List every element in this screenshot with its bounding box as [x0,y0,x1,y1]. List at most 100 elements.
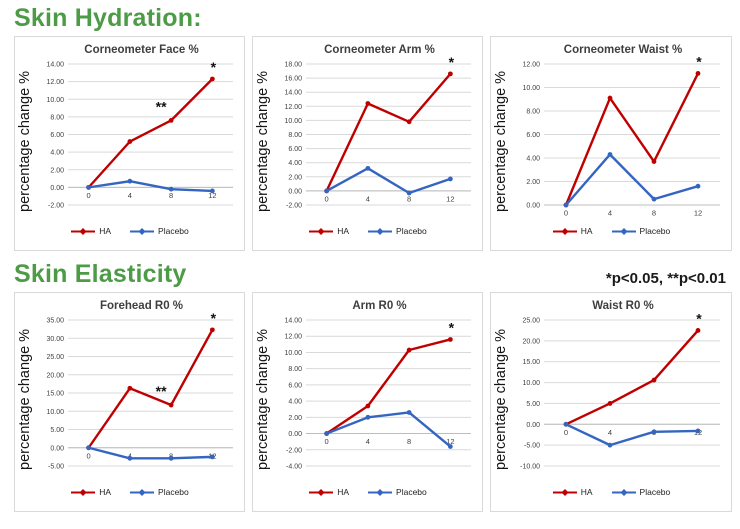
svg-text:0.00: 0.00 [50,185,64,192]
chart-title: Corneometer Arm % [324,44,435,56]
chart-panel-arm-r0: Arm R0 % percentage change % -4.00 -2.00 0… [252,292,483,512]
svg-text:8.00: 8.00 [288,132,302,139]
legend-item-placebo: Placebo [129,226,189,236]
svg-text:10.00: 10.00 [46,409,64,416]
svg-text:10.00: 10.00 [522,85,540,92]
section-heading-skin-hydration: Skin Hydration: [14,4,202,32]
chart-panel-corneometer-waist: Corneometer Waist % percentage change % … [490,36,732,251]
svg-text:12: 12 [446,437,454,446]
chart-plot: -5.00 0.00 5.00 10.00 15.00 20.00 25.00 30.00 35… [46,313,233,471]
y-axis-label: percentage change % [17,70,33,212]
elasticity-headbar: Skin Elasticity *p<0.05, **p<0.01 [14,260,726,289]
svg-text:4: 4 [608,209,612,218]
chart-title: Forehead R0 % [99,300,184,312]
chart-plot: -4.00 -2.00 0.00 2.00 4.00 6.00 8.00 10.00 12.00… [284,318,471,471]
svg-text:12: 12 [446,194,454,203]
svg-text:14.00: 14.00 [46,62,64,69]
legend-marker-icon [368,227,393,235]
legend-marker-icon [611,227,636,235]
svg-text:20.00: 20.00 [522,338,540,345]
legend-label: HA [337,226,350,236]
chart-body: percentage change % -2.00 0.00 2.00 4.00 6.0… [15,57,244,225]
svg-text:*: * [449,319,455,335]
legend-item-ha: HA [70,487,111,497]
svg-text:14.00: 14.00 [284,90,302,97]
svg-text:10.00: 10.00 [522,380,540,387]
svg-text:25.00: 25.00 [522,318,540,325]
svg-text:5.00: 5.00 [50,427,64,434]
legend-label: Placebo [158,226,189,236]
svg-text:12.00: 12.00 [46,79,64,86]
svg-text:4: 4 [366,194,370,203]
svg-text:0.00: 0.00 [288,431,302,438]
svg-text:**: ** [156,383,167,399]
svg-text:35.00: 35.00 [46,318,64,325]
svg-text:-5.00: -5.00 [524,443,540,450]
svg-text:6.00: 6.00 [526,132,540,139]
legend-marker-icon [130,227,155,235]
svg-text:12.00: 12.00 [284,104,302,111]
chart-panel-corneometer-face: Corneometer Face % percentage change % -… [14,36,245,251]
svg-text:4: 4 [366,437,370,446]
svg-text:0.00: 0.00 [526,203,540,210]
legend-label: HA [99,226,112,236]
chart-plot: -2.00 0.00 2.00 4.00 6.00 8.00 10.00 12.00 14.00… [284,57,471,210]
svg-text:8: 8 [407,194,411,203]
svg-text:**: ** [156,98,167,114]
chart-title: Corneometer Face % [84,44,199,56]
svg-text:8: 8 [407,437,411,446]
svg-text:-5.00: -5.00 [48,464,64,471]
svg-text:0: 0 [87,451,91,460]
chart-legend: HA Placebo [253,226,482,236]
chart-body: percentage change % -2.00 0.00 2.00 4.00 6.0… [253,57,482,225]
legend-item-ha: HA [552,226,593,236]
legend-item-placebo: Placebo [129,487,189,497]
legend-item-ha: HA [552,487,593,497]
svg-text:12: 12 [208,191,216,200]
svg-text:*: * [211,59,217,75]
svg-text:-2.00: -2.00 [286,203,302,210]
chart-title: Corneometer Waist % [563,44,683,56]
svg-text:8: 8 [652,209,656,218]
chart-legend: HA Placebo [15,226,244,236]
svg-text:0: 0 [564,209,568,218]
chart-panel-forehead-r0: Forehead R0 % percentage change % -5.00 0… [14,292,245,512]
chart-plot: -2.00 0.00 2.00 4.00 6.00 8.00 10.00 12.00 14.00… [46,59,233,210]
svg-text:4.00: 4.00 [288,399,302,406]
svg-text:2.00: 2.00 [50,167,64,174]
legend-marker-icon [309,227,334,235]
svg-text:*: * [449,57,455,70]
svg-text:2.00: 2.00 [526,179,540,186]
svg-text:20.00: 20.00 [46,372,64,379]
svg-text:12: 12 [694,209,702,218]
legend-item-ha: HA [308,487,349,497]
svg-text:0: 0 [564,428,568,437]
svg-text:0.00: 0.00 [50,445,64,452]
svg-text:-2.00: -2.00 [48,203,64,210]
legend-item-placebo: Placebo [611,487,670,497]
chart-legend: HA Placebo [491,487,731,497]
legend-label: Placebo [396,487,427,497]
chart-body: percentage change % -5.00 0.00 5.00 10.00 15… [15,313,244,486]
legend-item-ha: HA [70,226,111,236]
svg-text:8: 8 [169,451,173,460]
svg-text:30.00: 30.00 [46,336,64,343]
svg-text:4: 4 [128,451,132,460]
chart-legend: HA Placebo [253,487,482,497]
significance-note: *p<0.05, **p<0.01 [605,270,726,287]
svg-text:15.00: 15.00 [46,391,64,398]
svg-text:0: 0 [87,191,91,200]
svg-text:0: 0 [325,437,329,446]
y-axis-label: percentage change % [493,328,509,471]
legend-marker-icon [71,488,96,496]
section-heading-skin-elasticity: Skin Elasticity [14,260,187,288]
svg-text:10.00: 10.00 [284,118,302,125]
svg-text:0.00: 0.00 [288,188,302,195]
legend-marker-icon [130,488,155,496]
svg-text:-10.00: -10.00 [520,464,540,471]
svg-text:18.00: 18.00 [284,62,302,69]
svg-text:2.00: 2.00 [288,415,302,422]
svg-text:6.00: 6.00 [288,382,302,389]
chart-body: percentage change % -10.00 -5.00 0.00 5.00 1… [491,313,731,486]
legend-label: HA [580,226,593,236]
